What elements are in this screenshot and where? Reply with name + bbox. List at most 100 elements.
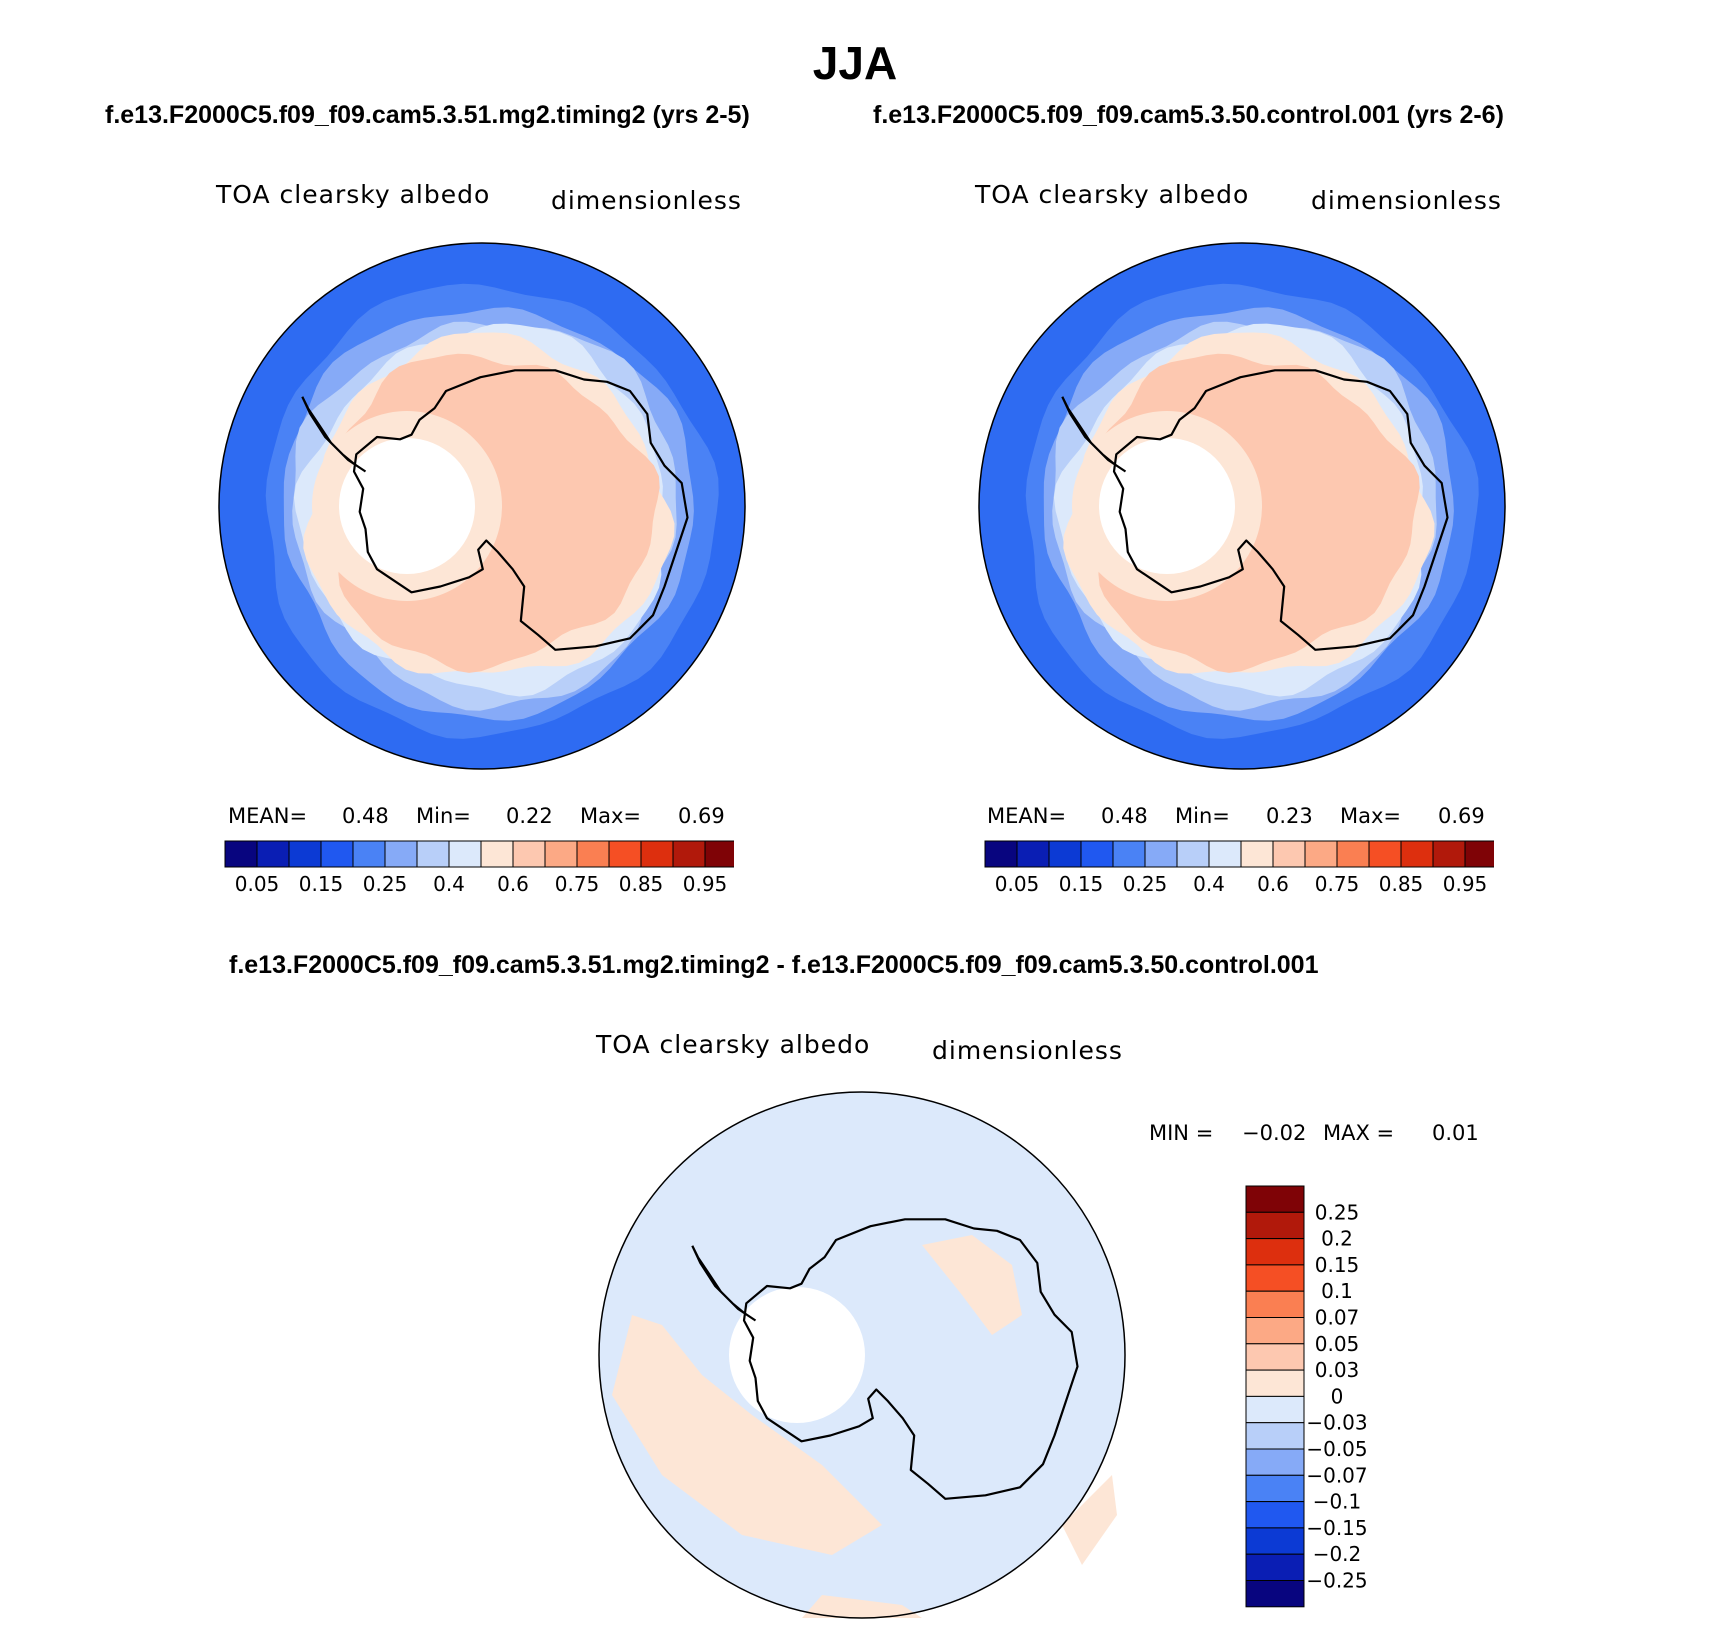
colorbar-tick-label: −0.05 [1306,1437,1367,1461]
colorbar-tick-label: 0.15 [1315,1253,1360,1277]
left-map-coast [301,369,689,651]
colorbar-box [1245,1501,1305,1529]
antarctica-coastline [352,369,689,651]
colorbar-box [1240,840,1274,868]
panel-right-units: dimensionless [1311,186,1502,215]
colorbar-box [1112,840,1146,868]
panel-diff-max-value: 0.01 [1432,1121,1479,1145]
colorbar-box [224,840,258,868]
panel-left-mean-label: MEAN= [228,804,308,828]
colorbar-box [1176,840,1210,868]
peninsula-coastline [1061,396,1127,473]
colorbar-tick-label: 0.15 [299,872,344,896]
colorbar-tick-label: −0.03 [1306,1411,1367,1435]
colorbar-tick-label: −0.25 [1306,1569,1367,1593]
colorbar-tick-label: 0.75 [1315,872,1360,896]
colorbar-box [1144,840,1178,868]
right-map-coast [1061,369,1449,651]
peninsula-coastline [301,396,367,473]
panel-right-max-label: Max= [1340,804,1402,828]
colorbar-tick-label: 0.85 [619,872,664,896]
panel-diff-variable: TOA clearsky albedo [596,1030,871,1059]
colorbar-tick-label: 0.6 [497,872,529,896]
colorbar-box [1368,840,1402,868]
colorbar-box [1245,1395,1305,1424]
colorbar-tick-label: 0.05 [1315,1332,1360,1356]
colorbar-diff: 0.250.20.150.10.070.050.030−0.03−0.05−0.… [1245,1185,1368,1608]
diff-positive-region [1062,1475,1117,1565]
peninsula-coastline [691,1245,757,1322]
panel-right-max-value: 0.69 [1438,804,1485,828]
colorbar-box [984,840,1018,868]
panel-right-mean-label: MEAN= [987,804,1067,828]
colorbar-tick-label: 0.95 [1443,872,1488,896]
colorbar-box [1245,1211,1305,1240]
colorbar-left-boxes [224,840,734,868]
colorbar-tick-label: 0 [1331,1384,1344,1408]
colorbar-box [1245,1448,1305,1476]
colorbar-right-ticks: 0.05 0.15 0.25 0.4 0.6 0.75 0.85 0.95 [995,872,1488,896]
panel-left-min-label: Min= [416,804,471,828]
colorbar-tick-label: 0.25 [363,872,408,896]
colorbar-box [352,840,386,868]
right-map-boundary [978,242,1506,770]
colorbar-box [256,840,290,868]
panel-diff-max-label: MAX = [1323,1121,1395,1145]
colorbar-box [1432,840,1466,868]
panel-left-min-value: 0.22 [506,804,553,828]
panel-left-max-label: Max= [580,804,642,828]
colorbar-tick-label: 0.03 [1315,1358,1360,1382]
panel-diff-units: dimensionless [932,1036,1123,1065]
case-title-right: f.e13.F2000C5.f09_f09.cam5.3.50.control.… [873,101,1504,129]
colorbar-box [1245,1553,1305,1582]
colorbar-box [1048,840,1082,868]
colorbar-tick-label: 0.95 [683,872,728,896]
panel-diff-min-label: MIN = [1149,1121,1214,1145]
colorbar-tick-label: 0.4 [1193,872,1225,896]
colorbar-box [1245,1422,1305,1450]
colorbar-tick-label: −0.1 [1313,1490,1362,1514]
colorbar-diff-boxes [1245,1185,1305,1608]
left-map-boundary [218,242,746,770]
antarctica-coastline [1112,369,1449,651]
colorbar-box [320,840,354,868]
diff-map-fill [599,1092,1125,1618]
colorbar-box [640,840,674,868]
colorbar-box [576,840,610,868]
left-map-bands [219,243,745,769]
diff-positive-region [802,1595,922,1618]
colorbar-box [416,840,450,868]
panel-right-mean-value: 0.48 [1101,804,1148,828]
colorbar-box [1272,840,1306,868]
colorbar-box [1304,840,1338,868]
diff-positive-region [922,1235,1022,1335]
colorbar-right-boxes [984,840,1494,868]
diff-map-coast [691,1218,1079,1500]
colorbar-box [1245,1474,1305,1503]
diff-positive-region [612,1315,882,1555]
colorbar-box [544,840,578,868]
colorbar-box [1245,1369,1305,1397]
colorbar-box [1400,840,1434,868]
colorbar-box [1080,840,1114,868]
panel-right-min-label: Min= [1175,804,1230,828]
panel-left-variable: TOA clearsky albedo [216,180,491,209]
panel-left-max-value: 0.69 [678,804,725,828]
colorbar-tick-label: 0.15 [1059,872,1104,896]
colorbar-box [1464,840,1494,868]
pole-hole [1099,438,1235,574]
colorbar-left: 0.05 0.15 0.25 0.4 0.6 0.75 0.85 0.95 [224,840,734,896]
colorbar-tick-label: 0.4 [433,872,465,896]
colorbar-box [1245,1527,1305,1555]
colorbar-tick-label: 0.25 [1123,872,1168,896]
colorbar-tick-label: 0.05 [235,872,280,896]
colorbar-tick-label: 0.6 [1257,872,1289,896]
colorbar-tick-label: 0.05 [995,872,1040,896]
colorbar-box [448,840,482,868]
figure-title: JJA [812,37,898,89]
colorbar-tick-label: 0.75 [555,872,600,896]
colorbar-tick-label: −0.15 [1306,1516,1367,1540]
colorbar-box [1245,1317,1305,1345]
colorbar-box [1245,1343,1305,1371]
colorbar-box [288,840,322,868]
